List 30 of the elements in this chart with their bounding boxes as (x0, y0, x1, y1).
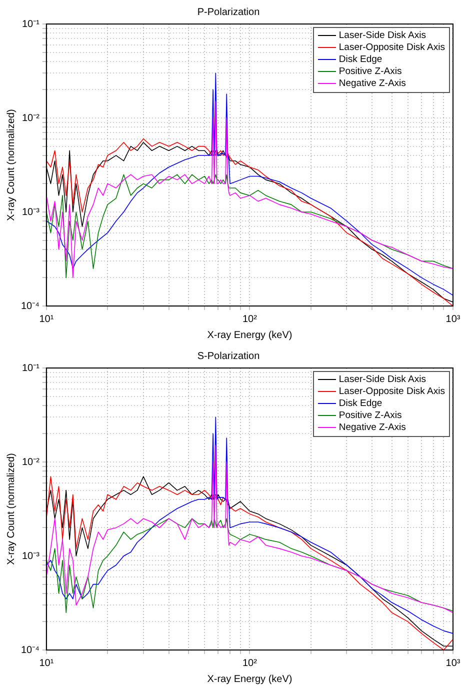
y-tick-label: 10⁻¹ (22, 362, 40, 374)
y-axis-title: X-ray Count (normalized) (6, 109, 17, 221)
legend-label: Laser-Opposite Disk Axis (338, 42, 445, 54)
chart-title: S-Polarization (197, 350, 260, 362)
legend-label: Negative Z-Axis (338, 422, 407, 434)
legend-label: Positive Z-Axis (338, 410, 403, 422)
x-tick-label: 10³ (446, 658, 461, 669)
x-tick-label: 10¹ (39, 314, 54, 325)
y-tick-label: 10⁻² (22, 456, 40, 468)
y-tick-label: 10⁻² (22, 112, 40, 124)
y-tick-label: 10⁻⁴ (21, 644, 40, 656)
legend-label: Disk Edge (338, 54, 384, 66)
legend-label: Laser-Side Disk Axis (338, 30, 427, 42)
x-tick-label: 10² (242, 314, 258, 325)
legend-label: Laser-Opposite Disk Axis (338, 386, 445, 398)
x-tick-label: 10³ (446, 314, 461, 325)
legend-label: Negative Z-Axis (338, 78, 407, 90)
x-tick-label: 10¹ (39, 658, 54, 669)
legend-label: Disk Edge (338, 398, 384, 410)
y-axis-title: X-ray Count (normalized) (6, 453, 17, 565)
x-tick-label: 10² (242, 658, 258, 669)
y-tick-label: 10⁻³ (22, 550, 40, 562)
x-axis-title: X-ray Energy (keV) (207, 330, 292, 341)
y-tick-label: 10⁻³ (22, 206, 40, 218)
legend-label: Positive Z-Axis (338, 66, 403, 78)
y-tick-label: 10⁻⁴ (21, 300, 40, 312)
legend-label: Laser-Side Disk Axis (338, 374, 427, 386)
chart-title: P-Polarization (197, 6, 260, 18)
x-axis-title: X-ray Energy (keV) (207, 674, 292, 685)
y-tick-label: 10⁻¹ (22, 18, 40, 30)
